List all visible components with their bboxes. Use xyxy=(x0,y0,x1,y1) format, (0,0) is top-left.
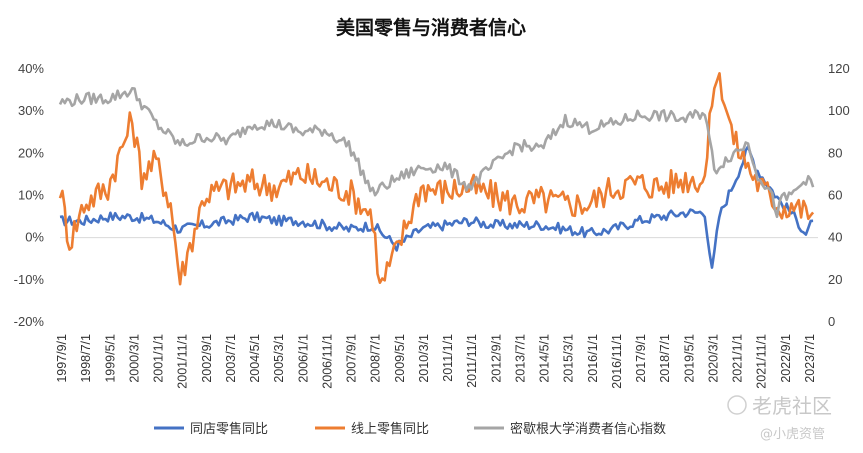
x-tick-label: 2003/7/1 xyxy=(224,334,238,383)
x-tick-label: 1997/9/1 xyxy=(55,334,69,383)
x-tick-label: 2007/9/1 xyxy=(345,334,359,383)
x-tick-label: 2020/3/1 xyxy=(706,334,720,383)
x-tick-label: 2009/5/1 xyxy=(393,334,407,383)
x-tick-label: 2022/9/1 xyxy=(779,334,793,383)
right-tick-label: 100 xyxy=(828,103,850,118)
left-tick-label: 30% xyxy=(18,103,44,118)
x-tick-label: 2021/1/1 xyxy=(731,334,745,383)
x-tick-label: 2005/3/1 xyxy=(272,334,286,383)
right-tick-label: 120 xyxy=(828,61,850,76)
x-tick-label: 2011/1/1 xyxy=(441,334,455,382)
right-tick-label: 80 xyxy=(828,145,842,160)
x-tick-label: 2001/11/1 xyxy=(176,334,190,389)
x-tick-label: 2001/1/1 xyxy=(152,334,166,383)
x-tick-label: 2018/7/1 xyxy=(658,334,672,383)
legend-label: 同店零售同比 xyxy=(190,421,268,437)
right-tick-label: 20 xyxy=(828,272,842,287)
right-y-axis: 120 100 80 60 40 20 0 xyxy=(828,61,850,329)
left-tick-label: -20% xyxy=(14,314,45,329)
x-tick-label: 2019/5/1 xyxy=(682,334,696,383)
x-tick-label: 2016/1/1 xyxy=(586,334,600,383)
x-tick-label: 2004/5/1 xyxy=(248,334,262,383)
left-tick-label: -10% xyxy=(14,272,45,287)
x-tick-label: 2006/11/1 xyxy=(320,334,334,389)
right-tick-label: 40 xyxy=(828,230,842,245)
left-tick-label: 40% xyxy=(18,61,44,76)
x-tick-label: 2021/11/1 xyxy=(755,334,769,389)
x-tick-label: 2023/7/1 xyxy=(803,334,817,383)
x-tick-label: 2008/7/1 xyxy=(369,334,383,383)
right-tick-label: 60 xyxy=(828,188,842,203)
x-tick-label: 2013/7/1 xyxy=(513,334,527,383)
left-tick-label: 20% xyxy=(18,145,44,160)
x-tick-label: 2015/3/1 xyxy=(562,334,576,383)
right-tick-label: 0 xyxy=(828,314,835,329)
series-line xyxy=(58,87,815,219)
left-tick-label: 0% xyxy=(25,230,44,245)
x-tick-label: 2006/1/1 xyxy=(296,334,310,383)
x-tick-label: 2000/3/1 xyxy=(127,334,141,383)
left-tick-label: 10% xyxy=(18,188,44,203)
chart-title: 美国零售与消费者信心 xyxy=(336,16,526,39)
x-tick-label: 1999/5/1 xyxy=(103,334,117,383)
x-tick-label: 2012/9/1 xyxy=(489,334,503,383)
legend-label: 线上零售同比 xyxy=(351,421,429,437)
series-group xyxy=(58,72,815,286)
watermark: 老虎社区 @小虎资管 xyxy=(727,394,832,442)
watermark-handle: @小虎资管 xyxy=(760,427,825,442)
x-tick-label: 2017/9/1 xyxy=(634,334,648,383)
left-y-axis: 40% 30% 20% 10% 0% -10% -20% xyxy=(14,61,45,329)
series-line xyxy=(58,72,815,286)
legend-label: 密歇根大学消费者信心指数 xyxy=(510,421,666,437)
x-tick-label: 2010/3/1 xyxy=(417,334,431,383)
x-tick-label: 2016/11/1 xyxy=(610,334,624,389)
x-tick-label: 2014/5/1 xyxy=(538,334,552,383)
x-tick-label: 1998/7/1 xyxy=(79,334,93,383)
x-axis: 1997/9/1 1998/7/1 1999/5/1 2000/3/1 2001/1/1… xyxy=(55,334,817,389)
x-tick-label: 2011/11/1 xyxy=(465,334,479,388)
tiger-logo-icon xyxy=(727,395,747,415)
legend: 同店零售同比 线上零售同比 密歇根大学消费者信心指数 xyxy=(154,421,666,437)
watermark-brand: 老虎社区 xyxy=(752,394,832,418)
x-tick-label: 2002/9/1 xyxy=(200,334,214,383)
series-line xyxy=(59,145,814,269)
